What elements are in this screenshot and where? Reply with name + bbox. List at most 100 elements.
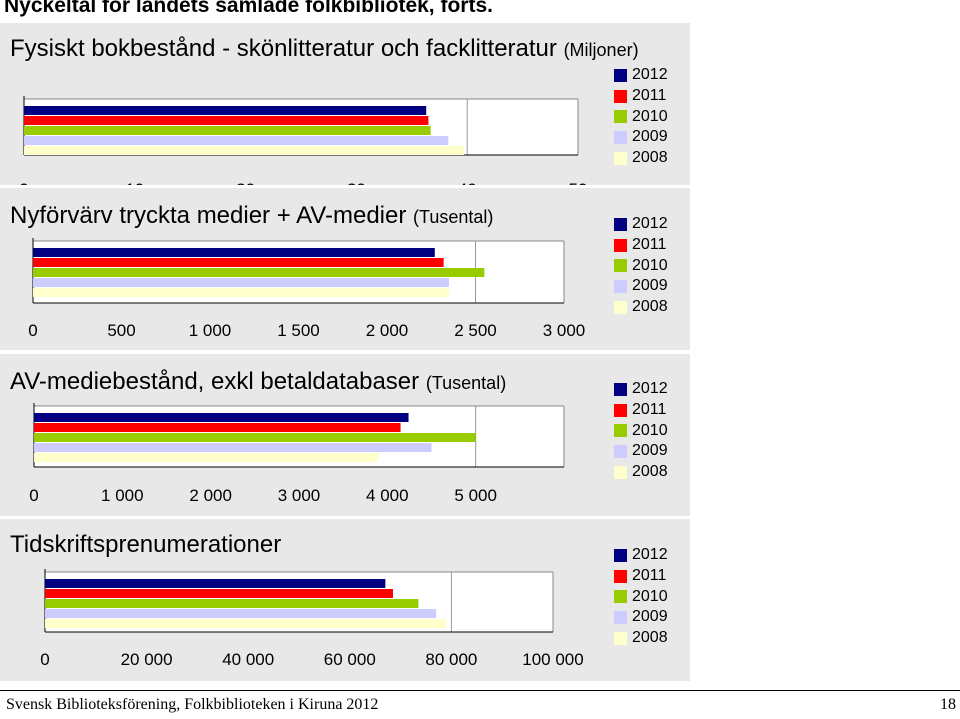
- bar-2010: [34, 433, 476, 442]
- bar-2010: [24, 126, 431, 135]
- bar-2009: [34, 443, 432, 452]
- x-tick-label: 40 000: [222, 650, 274, 669]
- legend-swatch: [614, 445, 627, 459]
- page-number: 18: [940, 696, 956, 713]
- legend-item-2008: 2008: [614, 628, 686, 649]
- chart-title: Nyförvärv tryckta medier + AV-medier (Tu…: [10, 202, 493, 230]
- x-tick-label: 0: [40, 650, 49, 669]
- bar-2008: [33, 288, 449, 297]
- legend: 2012 2011 2010 2009 2008: [614, 545, 686, 649]
- page-title: Nyckeltal för landets samlade folkbiblio…: [4, 0, 493, 17]
- legend-swatch: [614, 632, 627, 646]
- legend-swatch: [614, 152, 627, 166]
- x-tick-label: 500: [107, 321, 135, 340]
- legend-item-2008: 2008: [614, 462, 686, 483]
- legend-swatch: [614, 301, 627, 315]
- x-tick-label: 0: [19, 180, 28, 185]
- chart-title: Tidskriftsprenumerationer: [10, 531, 281, 559]
- bar-2012: [33, 248, 435, 257]
- bar-chart: 0 20 000 40 000 60 000 80 000 100 000: [40, 569, 584, 669]
- bar-2011: [34, 423, 401, 432]
- legend-swatch: [614, 611, 627, 625]
- x-tick-label: 80 000: [425, 650, 477, 669]
- legend-label: 2011: [632, 235, 667, 253]
- legend: 2012 2011 2010 2009 2008: [614, 379, 686, 483]
- x-tick-label: 1 500: [277, 321, 320, 340]
- bar-chart: 0 10 20 30 40 50: [19, 96, 588, 185]
- chart-title-unit: (Miljoner): [563, 40, 639, 60]
- chart-title: AV-mediebestånd, exkl betaldatabaser (Tu…: [10, 368, 506, 396]
- legend-item-2012: 2012: [614, 379, 686, 400]
- legend-item-2010: 2010: [614, 256, 686, 277]
- legend-swatch: [614, 238, 627, 252]
- legend-item-2011: 2011: [614, 400, 686, 421]
- legend-swatch: [614, 68, 627, 82]
- bar-chart: 0 500 1 000 1 500 2 000 2 500 3 000: [28, 238, 586, 340]
- legend-item-2012: 2012: [614, 214, 686, 235]
- legend-swatch: [614, 280, 627, 294]
- bar-2011: [24, 116, 429, 125]
- legend-swatch: [614, 403, 627, 417]
- x-tick-label: 2 000: [189, 486, 232, 505]
- bar-2011: [33, 258, 444, 267]
- bar-2011: [45, 589, 393, 598]
- legend-label: 2010: [632, 107, 668, 125]
- legend-item-2009: 2009: [614, 276, 686, 297]
- legend-label: 2011: [632, 400, 667, 418]
- x-tick-label: 4 000: [366, 486, 409, 505]
- x-tick-label: 30: [347, 180, 366, 185]
- x-tick-label: 10: [125, 180, 144, 185]
- legend-label: 2012: [632, 546, 668, 563]
- legend-item-2010: 2010: [614, 421, 686, 442]
- legend-label: 2012: [632, 66, 668, 83]
- legend-label: 2009: [632, 277, 668, 295]
- legend-item-2010: 2010: [614, 587, 686, 608]
- bar-2012: [34, 413, 409, 422]
- legend-label: 2009: [632, 442, 668, 460]
- x-tick-label: 3 000: [543, 321, 586, 340]
- legend-item-2009: 2009: [614, 441, 686, 462]
- legend-swatch: [614, 548, 627, 562]
- legend-label: 2009: [632, 608, 668, 626]
- x-tick-label: 40: [458, 180, 477, 185]
- legend: 2012 2011 2010 2009 2008: [614, 65, 686, 169]
- x-tick-label: 0: [29, 486, 38, 505]
- legend-label: 2012: [632, 380, 668, 397]
- legend-label: 2008: [632, 629, 668, 647]
- chart-panel-4: Tidskriftsprenumerationer 0 20 000 40 000 60…: [0, 519, 690, 681]
- x-tick-label: 1 000: [101, 486, 144, 505]
- x-tick-label: 20 000: [121, 650, 173, 669]
- legend-label: 2011: [632, 566, 667, 584]
- legend-swatch: [614, 89, 627, 103]
- chart-panel-2: Nyförvärv tryckta medier + AV-medier (Tu…: [0, 188, 690, 350]
- bar-2008: [45, 619, 447, 628]
- chart-panel-3: AV-mediebestånd, exkl betaldatabaser (Tu…: [0, 354, 690, 516]
- chart-title-text: Tidskriftsprenumerationer: [10, 531, 282, 558]
- legend-swatch: [614, 382, 627, 396]
- legend-swatch: [614, 569, 627, 583]
- legend-swatch: [614, 217, 627, 231]
- bar-2012: [24, 106, 427, 115]
- x-tick-label: 2 000: [366, 321, 409, 340]
- bar-2012: [45, 579, 386, 588]
- chart-title-text: Nyförvärv tryckta medier + AV-medier: [10, 202, 407, 229]
- x-tick-label: 2 500: [454, 321, 497, 340]
- legend-item-2010: 2010: [614, 107, 686, 128]
- chart-title-unit: (Tusental): [425, 373, 507, 393]
- bar-chart: 0 1 000 2 000 3 000 4 000 5 000: [29, 403, 565, 505]
- chart-title-unit: (Tusental): [413, 207, 494, 227]
- x-tick-label: 50: [569, 180, 588, 185]
- x-tick-label: 100 000: [522, 650, 583, 669]
- legend-item-2009: 2009: [614, 607, 686, 628]
- legend-label: 2012: [632, 215, 668, 232]
- legend-label: 2010: [632, 421, 668, 439]
- x-tick-label: 3 000: [278, 486, 321, 505]
- legend-swatch: [614, 424, 627, 438]
- bar-2010: [33, 268, 485, 277]
- legend-item-2011: 2011: [614, 235, 686, 256]
- x-tick-label: 60 000: [324, 650, 376, 669]
- legend-label: 2009: [632, 128, 668, 146]
- x-tick-label: 5 000: [454, 486, 497, 505]
- legend-label: 2008: [632, 298, 668, 316]
- chart-panel-1: Fysiskt bokbestånd - skönlitteratur och …: [0, 23, 690, 185]
